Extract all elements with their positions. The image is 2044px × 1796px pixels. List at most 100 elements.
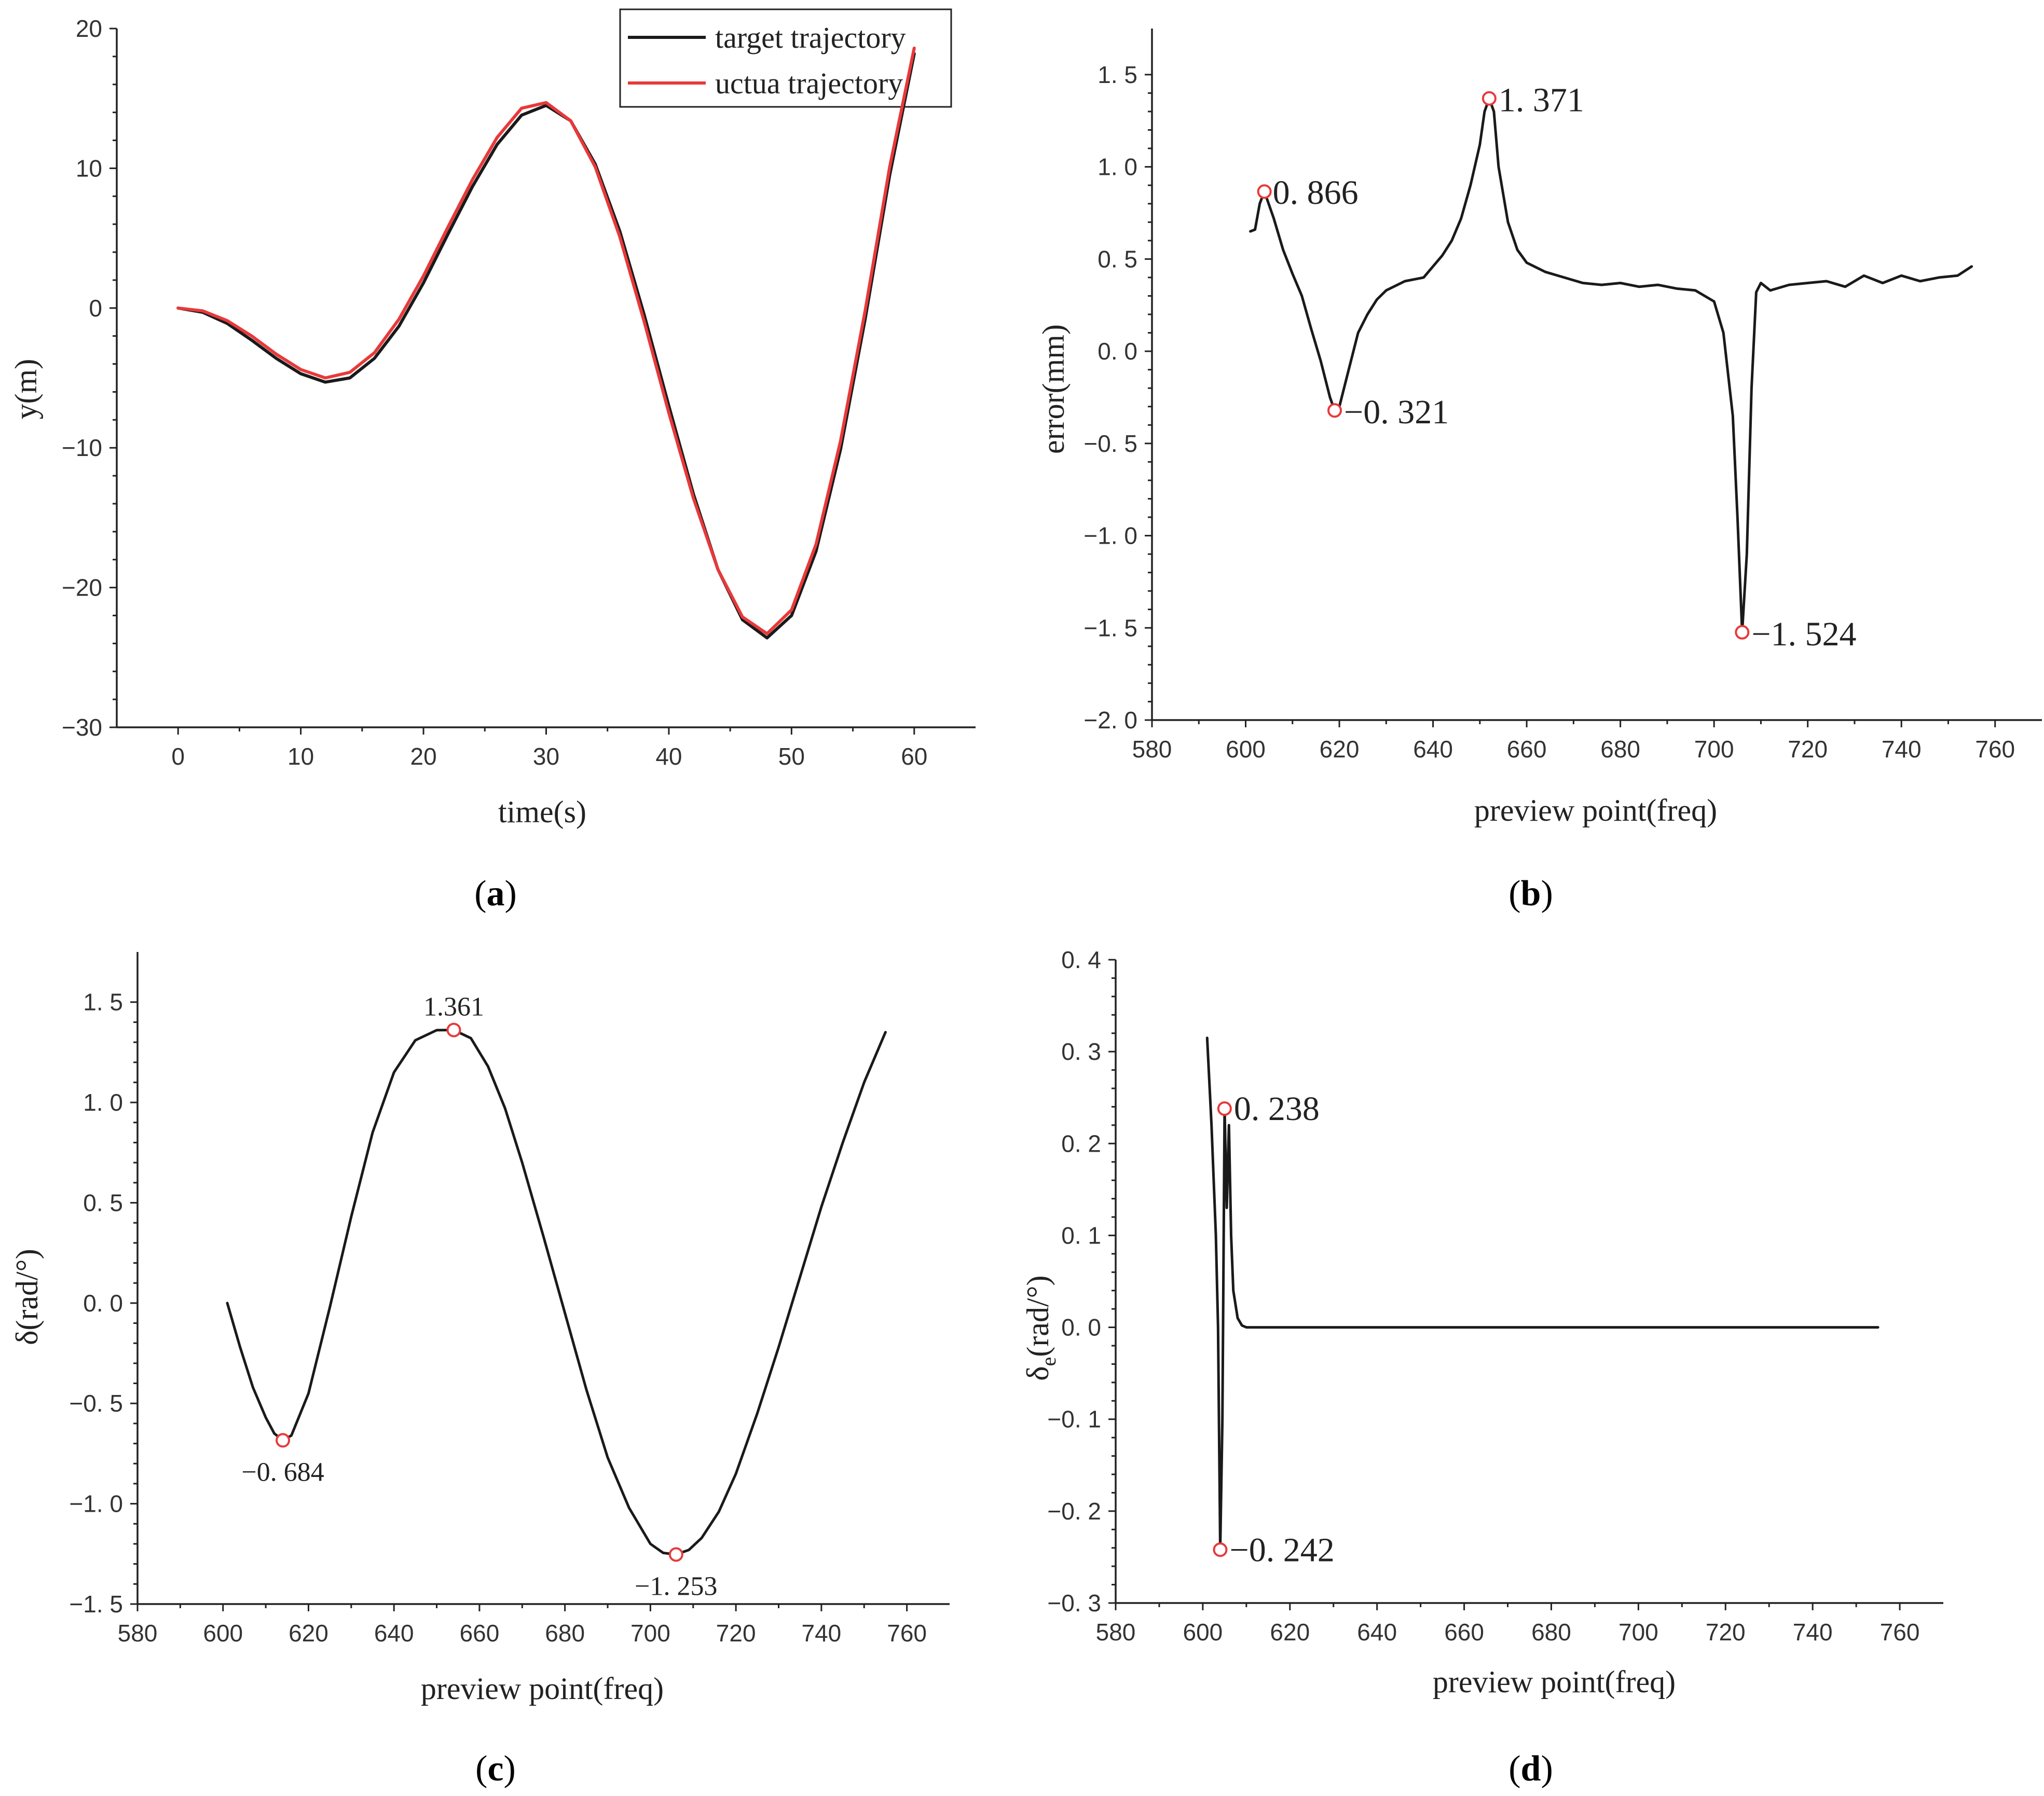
panel-a-ytick-label: 0 (89, 295, 102, 322)
panel-c-xtick-label: 620 (289, 1620, 328, 1647)
panel-c-ytick-label: 1. 0 (83, 1089, 123, 1116)
panel-d-ytick-label: 0. 0 (1061, 1314, 1101, 1341)
panel-a-xtick-label: 40 (655, 743, 682, 770)
panel-b-annotation-label: 0. 866 (1273, 174, 1359, 212)
panel-a-xtick-label: 30 (533, 743, 559, 770)
panel-b-caption: (b) (1508, 874, 1553, 914)
panel-b-ytick-label: 0. 0 (1098, 338, 1137, 365)
panel-c-caption: (c) (475, 1749, 516, 1789)
panel-c-xtick-label: 600 (203, 1620, 243, 1647)
panel-c-xtick-label: 580 (118, 1620, 158, 1647)
panel-b-series-line-0 (1249, 97, 1973, 634)
panel-b-ytick-label: 1. 0 (1098, 154, 1137, 181)
panel-b-annotation-marker (1481, 91, 1497, 106)
panel-b-annotation-label: −0. 321 (1344, 393, 1449, 431)
panel-a-xtick-label: 10 (287, 743, 314, 770)
panel-b-annotation-label: 1. 371 (1499, 81, 1584, 119)
panel-d-series-line-0 (1205, 1037, 1880, 1551)
panel-c-ytick-label: 0. 0 (83, 1290, 123, 1317)
panel-b-xtick-label: 760 (1975, 736, 2015, 763)
panel-d-xtick-label: 660 (1444, 1619, 1484, 1646)
legend-entry-uctua: uctua trajectory (715, 66, 903, 100)
panel-b-xtick-label: 580 (1132, 736, 1172, 763)
panel-c-ytick-label: −1. 0 (69, 1490, 123, 1517)
panel-d-ytick-label: 0. 4 (1061, 946, 1101, 973)
panel-c-chart: preview point(freq) δ(rad/°) (c) 580 600 6… (10, 952, 950, 1789)
panel-b-xtick-label: 640 (1413, 736, 1453, 763)
panel-d-annotation-label: 0. 238 (1234, 1090, 1320, 1128)
panel-d-ytick-label: −0. 2 (1047, 1498, 1101, 1525)
panel-b-xtick-label: 680 (1600, 736, 1640, 763)
panel-d-ylabel: δe(rad/°) (1021, 1275, 1060, 1380)
panel-c-ytick-label: 0. 5 (83, 1189, 123, 1216)
panel-a-xlabel: time(s) (498, 795, 586, 829)
panel-d-ytick-label: 0. 1 (1061, 1222, 1101, 1249)
panel-b-xtick-label: 660 (1507, 736, 1547, 763)
panel-d-xtick-label: 700 (1618, 1619, 1658, 1646)
panel-d-xtick-label: 640 (1357, 1619, 1397, 1646)
panel-c-xlabel: preview point(freq) (421, 1671, 664, 1706)
panel-c-annotation-marker (668, 1547, 683, 1562)
panel-b-xtick-label: 740 (1882, 736, 1922, 763)
panel-d-xlabel: preview point(freq) (1433, 1665, 1676, 1699)
panel-d-ytick-label: 0. 2 (1061, 1130, 1101, 1157)
panel-b-xlabel: preview point(freq) (1474, 793, 1717, 827)
panel-d-xtick-label: 760 (1880, 1619, 1920, 1646)
panel-c-xtick-label: 680 (545, 1620, 585, 1647)
panel-b-ylabel: error(mm) (1036, 324, 1071, 454)
panel-c-ylabel: δ(rad/°) (10, 1249, 44, 1345)
panel-b-ytick-label: 0. 5 (1098, 245, 1137, 272)
panel-b-ytick-label: −2. 0 (1083, 707, 1137, 734)
panel-b-ytick-label: 1. 5 (1098, 61, 1137, 88)
panel-d-annotation-marker (1213, 1542, 1228, 1557)
panel-a-ytick-label: −30 (62, 714, 102, 741)
panel-a-series-line-1 (176, 46, 916, 635)
panel-d-ytick-label: −0. 3 (1047, 1590, 1101, 1617)
panel-a-xtick-label: 50 (778, 743, 805, 770)
panel-c-annotation-label: −1. 253 (635, 1571, 717, 1601)
panel-d-caption: (d) (1508, 1749, 1553, 1789)
panel-c-ytick-label: −0. 5 (69, 1390, 123, 1417)
panel-b-ytick-label: −1. 0 (1083, 522, 1137, 549)
panel-a-caption: (a) (474, 874, 517, 914)
panel-a-xtick-label: 60 (901, 743, 927, 770)
panel-d-ytick-label: −0. 1 (1047, 1406, 1101, 1433)
panel-a-xtick-label: 20 (410, 743, 436, 770)
panel-d-xtick-label: 600 (1183, 1619, 1223, 1646)
panel-c-annotation-marker (446, 1023, 461, 1038)
panel-a-ytick-label: −20 (62, 574, 102, 601)
panel-a-ylabel: y(m) (9, 359, 43, 420)
panel-c-ytick-label: −1. 5 (69, 1591, 123, 1618)
panel-d-xtick-label: 620 (1270, 1619, 1310, 1646)
panel-a-chart: time(s) y(m) (a) target trajectory uctua… (9, 8, 976, 914)
panel-d-annotation-label: −0. 242 (1229, 1531, 1334, 1569)
panel-b-chart: preview point(freq) error(mm) (b) 580 600… (1036, 29, 2042, 914)
panel-d-xtick-label: 720 (1706, 1619, 1746, 1646)
panel-c-series-line-0 (226, 1029, 887, 1556)
panel-a-ytick-label: 10 (76, 155, 102, 182)
panel-c-xtick-label: 720 (716, 1620, 756, 1647)
panel-b-xtick-label: 600 (1226, 736, 1266, 763)
panel-b-xtick-label: 620 (1320, 736, 1360, 763)
panel-c-xtick-label: 740 (802, 1620, 842, 1647)
panel-a-xtick-label: 0 (171, 743, 185, 770)
panel-b-xtick-label: 700 (1694, 736, 1734, 763)
panel-c-ytick-label: 1. 5 (83, 989, 123, 1016)
panel-a-ytick-label: −10 (62, 434, 102, 461)
panel-b-ytick-label: −0. 5 (1083, 430, 1137, 457)
panel-c-annotation-label: 1.361 (423, 992, 484, 1021)
legend-entry-target: target trajectory (715, 21, 906, 54)
panel-a-ytick-label: 20 (76, 15, 102, 42)
panel-c-xtick-label: 640 (374, 1620, 414, 1647)
panel-d-xtick-label: 740 (1793, 1619, 1833, 1646)
panel-a-series-line-0 (176, 52, 916, 640)
panel-b-annotation-marker (1327, 403, 1342, 418)
panel-b-xtick-label: 720 (1788, 736, 1828, 763)
panel-b-ytick-label: −1. 5 (1083, 614, 1137, 641)
panel-d-ytick-label: 0. 3 (1061, 1038, 1101, 1065)
panel-b-annotation-marker (1735, 625, 1750, 640)
panel-d-xtick-label: 580 (1096, 1619, 1136, 1646)
panel-c-xtick-label: 660 (460, 1620, 500, 1647)
panel-b-annotation-marker (1257, 184, 1272, 199)
